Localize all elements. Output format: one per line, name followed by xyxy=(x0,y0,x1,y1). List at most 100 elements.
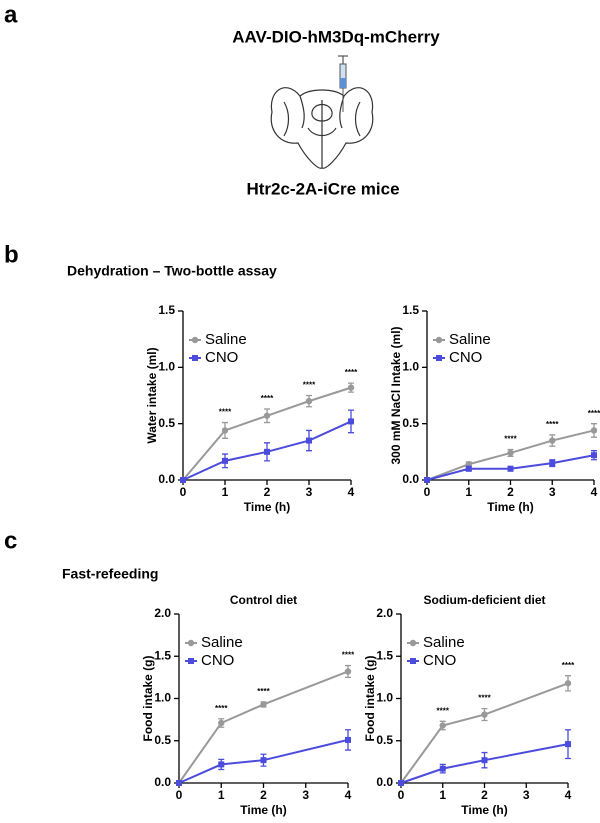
data-point xyxy=(549,437,556,444)
chart: 0.0 0.5 1.0 1.5 0 1 2 3 4 Time (h) 300 mM NaCl Int… xyxy=(389,303,600,514)
series-line xyxy=(400,743,569,784)
x-tick-label: 0 xyxy=(176,788,183,802)
y-tick-label: 1.5 xyxy=(154,648,171,662)
y-tick-label: 0.5 xyxy=(376,733,393,747)
legend-marker xyxy=(436,355,442,361)
panel-heading: Fast-refeeding xyxy=(62,566,158,582)
chart-title: Sodium-deficient diet xyxy=(423,593,545,607)
data-point xyxy=(439,765,446,772)
x-tick-label: 2 xyxy=(507,485,514,499)
x-tick-label: 0 xyxy=(398,788,405,802)
y-axis-label: 300 mM NaCl Intake (ml) xyxy=(389,326,403,464)
significance-label: **** xyxy=(303,381,316,390)
legend-marker xyxy=(187,639,195,647)
y-tick-label: 0.5 xyxy=(158,416,175,430)
x-tick-label: 1 xyxy=(218,788,225,802)
significance-label: **** xyxy=(219,408,232,417)
y-tick-label: 0.5 xyxy=(402,416,419,430)
x-axis-label: Time (h) xyxy=(461,803,507,817)
mouse-label: Htr2c-2A-iCre mice xyxy=(246,179,399,198)
y-tick-label: 0.0 xyxy=(158,472,175,486)
data-point xyxy=(264,448,270,455)
significance-label: **** xyxy=(546,420,559,429)
data-point xyxy=(465,465,472,472)
data-point xyxy=(176,780,182,786)
x-tick-label: 4 xyxy=(345,788,352,802)
legend-label: CNO xyxy=(449,349,482,366)
data-point xyxy=(481,757,488,764)
y-tick-label: 2.0 xyxy=(154,606,171,620)
panel-heading: Dehydration – Two-bottle assay xyxy=(67,263,277,279)
x-axis-label: Time (h) xyxy=(240,803,286,817)
significance-label: **** xyxy=(437,706,450,715)
chart: 0.0 0.5 1.0 1.5 2.0 0 1 2 3 4 Time (h) Food intake … xyxy=(363,593,575,817)
data-point xyxy=(591,452,597,459)
series-line xyxy=(178,738,349,784)
significance-label: **** xyxy=(345,368,358,377)
x-tick-label: 3 xyxy=(306,485,313,499)
data-point xyxy=(348,418,354,425)
data-point xyxy=(306,437,312,444)
x-tick-label: 2 xyxy=(264,485,271,499)
data-point xyxy=(590,427,598,434)
legend-label: CNO xyxy=(201,652,234,669)
legend-marker xyxy=(410,658,416,664)
panel-letter: a xyxy=(4,1,18,28)
data-point xyxy=(345,736,351,743)
construct-label: AAV-DIO-hM3Dq-mCherry xyxy=(232,27,440,46)
data-point xyxy=(347,384,355,391)
x-tick-label: 2 xyxy=(260,788,267,802)
syringe xyxy=(338,55,348,112)
y-tick-label: 1.5 xyxy=(402,303,419,317)
data-point xyxy=(398,780,404,786)
chart: 0.0 0.5 1.0 1.5 2.0 0 1 2 3 4 Time (h) Food intake … xyxy=(141,593,355,817)
x-tick-label: 3 xyxy=(302,788,309,802)
data-point xyxy=(221,427,229,434)
y-tick-label: 2.0 xyxy=(376,606,393,620)
x-tick-label: 3 xyxy=(549,485,556,499)
data-point xyxy=(439,722,446,729)
chart-title: Control diet xyxy=(230,593,297,607)
legend-marker xyxy=(409,639,417,647)
x-tick-label: 4 xyxy=(591,485,598,499)
y-tick-label: 1.0 xyxy=(376,691,393,705)
legend-marker xyxy=(191,336,199,344)
legend-marker xyxy=(192,355,198,361)
series-line xyxy=(178,670,349,784)
legend-label: Saline xyxy=(423,634,465,651)
data-point xyxy=(549,460,556,467)
chart: 0.0 0.5 1.0 1.5 0 1 2 3 4 Time (h) Water intake (m… xyxy=(145,303,358,514)
y-axis-label: Food intake (g) xyxy=(363,656,377,742)
data-point xyxy=(481,711,488,718)
y-tick-label: 1.0 xyxy=(158,360,175,374)
data-point xyxy=(218,761,225,768)
x-tick-label: 0 xyxy=(424,485,431,499)
y-tick-label: 1.0 xyxy=(154,691,171,705)
x-axis-label: Time (h) xyxy=(244,500,290,514)
data-point xyxy=(507,465,514,472)
significance-label: **** xyxy=(257,687,270,696)
x-tick-label: 0 xyxy=(180,485,187,499)
data-point xyxy=(222,457,228,464)
x-axis-label: Time (h) xyxy=(487,500,533,514)
data-point xyxy=(564,680,572,687)
brain-schematic xyxy=(270,87,374,169)
legend-marker xyxy=(435,336,443,344)
data-point xyxy=(424,477,430,483)
y-tick-label: 1.5 xyxy=(158,303,175,317)
x-tick-label: 4 xyxy=(565,788,572,802)
significance-label: **** xyxy=(504,435,517,444)
y-axis-label: Water intake (ml) xyxy=(145,347,159,443)
series-line xyxy=(400,682,569,784)
legend-label: CNO xyxy=(423,652,456,669)
y-tick-label: 1.0 xyxy=(402,360,419,374)
x-tick-label: 1 xyxy=(222,485,229,499)
data-point xyxy=(305,397,313,405)
x-tick-label: 1 xyxy=(439,788,446,802)
legend-label: Saline xyxy=(449,331,491,348)
y-tick-label: 1.5 xyxy=(376,648,393,662)
y-tick-label: 0.5 xyxy=(154,733,171,747)
data-point xyxy=(565,741,571,748)
y-axis-label: Food intake (g) xyxy=(141,656,155,742)
